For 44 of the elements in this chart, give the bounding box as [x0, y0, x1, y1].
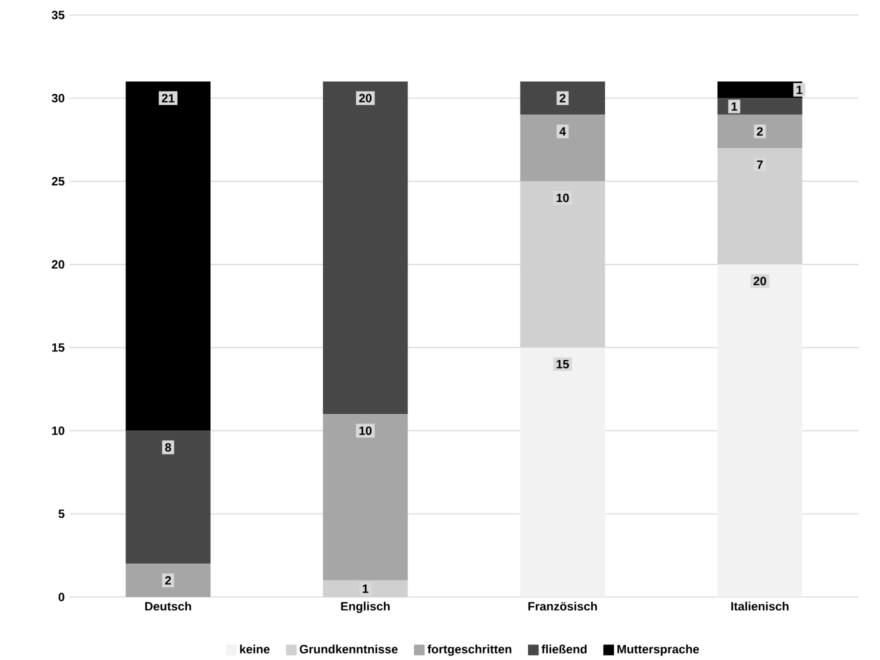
bar	[520, 82, 606, 115]
legend-label: fließend	[542, 644, 587, 654]
bar	[126, 430, 211, 564]
x-tick-label: Englisch	[341, 602, 390, 613]
data-label: 10	[359, 426, 372, 435]
bar	[520, 114, 606, 182]
bar	[717, 264, 802, 597]
bar	[520, 181, 606, 348]
bar	[520, 348, 606, 597]
data-label: 1	[362, 584, 368, 593]
bar	[322, 414, 408, 580]
bar	[126, 564, 211, 597]
x-tick-label: Italienisch	[731, 602, 788, 611]
y-tick-label: 5	[58, 510, 64, 518]
y-tick-label: 0	[58, 592, 64, 602]
legend-label: Grundkenntnisse	[300, 644, 398, 654]
y-tick-label: 30	[52, 94, 64, 102]
data-label: 8	[165, 443, 172, 452]
data-label: 21	[162, 94, 174, 102]
legend-label: fortgeschritten	[428, 644, 512, 656]
y-tick-label: 10	[52, 426, 64, 435]
x-tick-label: Französisch	[528, 602, 597, 611]
bar	[717, 148, 802, 264]
y-tick-label: 15	[52, 343, 64, 352]
y-tick-label: 25	[52, 177, 64, 186]
data-label: 15	[556, 360, 569, 368]
y-tick-label: 20	[52, 260, 64, 269]
data-label: 1	[796, 86, 802, 94]
bar	[717, 114, 802, 148]
data-label: 4	[559, 127, 566, 136]
data-label: 1	[732, 102, 738, 111]
data-label: 20	[754, 276, 766, 286]
data-label: 20	[359, 94, 372, 102]
data-label: 7	[757, 160, 763, 169]
bar	[126, 82, 211, 431]
data-label: 2	[560, 94, 566, 102]
legend-label: keine	[240, 644, 270, 654]
legend-label: Muttersprache	[617, 644, 699, 656]
data-label: 2	[756, 127, 763, 136]
data-label: 2	[165, 576, 171, 585]
x-tick-label: Deutsch	[145, 602, 192, 611]
bar	[322, 82, 408, 414]
y-tick-label: 35	[52, 10, 64, 20]
data-label: 10	[556, 194, 569, 202]
